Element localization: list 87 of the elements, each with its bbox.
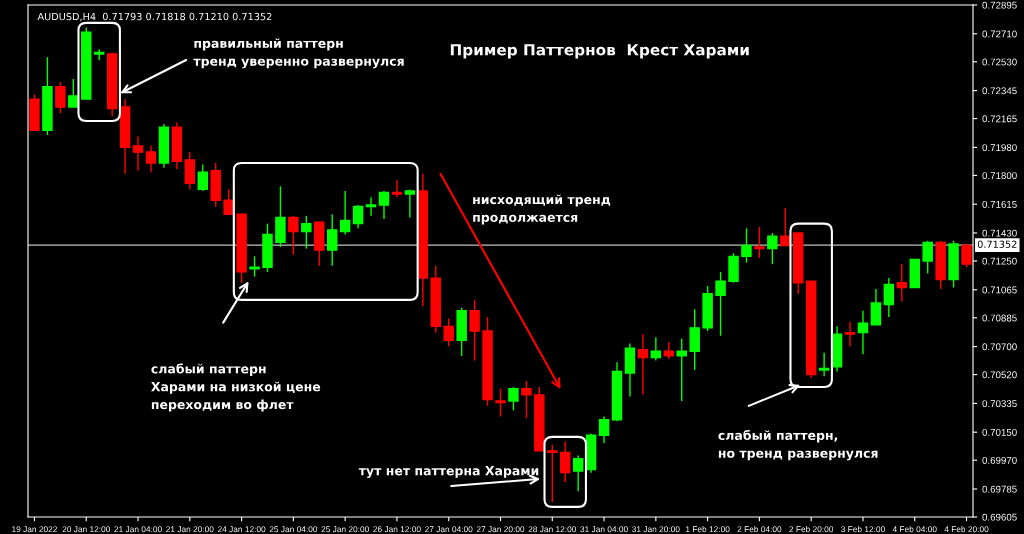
candlestick [197, 163, 208, 192]
y-tick-label: 0.71800 [982, 172, 1017, 180]
candlestick [68, 78, 79, 108]
candlestick [857, 310, 869, 356]
y-tick-label: 0.72710 [982, 30, 1017, 38]
candlestick [844, 320, 856, 348]
y-tick-label: 0.70150 [982, 428, 1017, 436]
candlestick [560, 440, 571, 483]
candlestick [469, 299, 480, 362]
candlestick [741, 227, 752, 264]
y-tick-label: 0.71065 [982, 286, 1017, 294]
candlestick [521, 380, 532, 419]
candlestick [495, 387, 506, 418]
annotation: тут нет паттерна Харами [358, 466, 539, 478]
x-tick-label: 1 Feb 12:00 [686, 526, 730, 533]
ref-line-label: 0.71352 [977, 240, 1017, 248]
y-tick-label: 0.70520 [982, 371, 1017, 379]
x-tick-label: 31 Jan 04:00 [580, 526, 628, 533]
x-tick-label: 21 Jan 20:00 [166, 526, 214, 533]
candlestick [767, 232, 778, 265]
candlestick [443, 317, 454, 348]
candlestick [689, 308, 700, 371]
y-tick-label: 0.72345 [982, 87, 1017, 95]
candlestick [650, 336, 662, 362]
y-tick-label: 0.72530 [982, 58, 1017, 66]
annotation: слабый паттерн Харами на низкой цене переходим во флет [151, 363, 321, 412]
x-tick-label: 19 Jan 2022 [12, 526, 57, 533]
annotation: нисходящий тренд продолжается [473, 194, 611, 225]
candlestick [780, 207, 791, 247]
candlestick [896, 263, 908, 303]
candlestick [508, 386, 519, 412]
y-tick-label: 0.72165 [982, 115, 1017, 123]
candlestick [301, 215, 312, 250]
y-tick-label: 0.69970 [982, 456, 1017, 464]
y-tick-label: 0.70335 [982, 400, 1017, 408]
candlestick [572, 454, 584, 493]
candlestick [339, 190, 351, 236]
annotation: правильный паттерн тренд уверенно развернулся [193, 38, 404, 69]
candlestick [547, 443, 558, 503]
candlestick [754, 226, 765, 259]
candlestick [326, 213, 338, 267]
x-tick-label: 20 Jan 12:00 [62, 526, 111, 533]
x-tick-label: 25 Jan 20:00 [321, 526, 369, 533]
x-tick-label: 27 Jan 04:00 [425, 526, 473, 533]
x-tick-label: 27 Jan 20:00 [476, 526, 525, 533]
candlestick [870, 288, 882, 326]
x-tick-label: 25 Jan 04:00 [269, 526, 318, 533]
candlestick [598, 415, 610, 444]
y-tick-label: 0.70700 [982, 343, 1017, 351]
x-tick-label: 4 Feb 04:00 [892, 526, 937, 533]
x-tick-label: 3 Feb 12:00 [841, 526, 885, 533]
candlestick [818, 352, 830, 377]
annotation: слабый паттерн, но тренд развернулся [718, 429, 878, 461]
candlestick [676, 338, 687, 402]
x-tick-label: 31 Jan 20:00 [632, 526, 680, 533]
text: Пример Паттернов Крест Харами [450, 44, 749, 59]
candlestick [378, 190, 390, 220]
y-tick-label: 0.71430 [982, 229, 1017, 237]
y-tick-label: 0.69605 [982, 513, 1017, 521]
x-tick-label: 21 Jan 04:00 [114, 526, 162, 533]
candlestick [637, 333, 649, 396]
x-tick-label: 28 Jan 12:00 [528, 526, 577, 533]
candlestick [365, 196, 377, 217]
text: AUDUSD,H4 0.71793 0.71818 0.71210 0.71352 [37, 12, 272, 22]
candlestick [883, 277, 895, 318]
candlestick [922, 240, 933, 275]
x-tick-label: 2 Feb 20:00 [789, 526, 834, 533]
x-tick-label: 24 Jan 12:00 [217, 526, 266, 533]
candlestick [288, 215, 299, 256]
y-tick-label: 0.69785 [982, 485, 1017, 493]
y-tick-label: 0.71615 [982, 200, 1017, 208]
candlestick [223, 188, 234, 216]
x-tick-label: 2 Feb 04:00 [737, 526, 782, 533]
y-tick-label: 0.70885 [982, 314, 1017, 322]
x-tick-label: 4 Feb 20:00 [944, 526, 989, 533]
candlestick [132, 135, 144, 172]
y-tick-label: 0.71250 [982, 257, 1017, 265]
candlestick [352, 204, 364, 230]
y-tick-label: 0.71980 [982, 144, 1017, 152]
x-tick-label: 26 Jan 12:00 [373, 526, 421, 533]
y-tick-label: 0.72895 [982, 1, 1017, 9]
candlestick [715, 271, 726, 337]
candlestick [55, 81, 66, 114]
candlestick [184, 151, 196, 191]
candlestick [391, 179, 403, 198]
candlestick [145, 145, 157, 173]
candlestick [404, 188, 416, 219]
